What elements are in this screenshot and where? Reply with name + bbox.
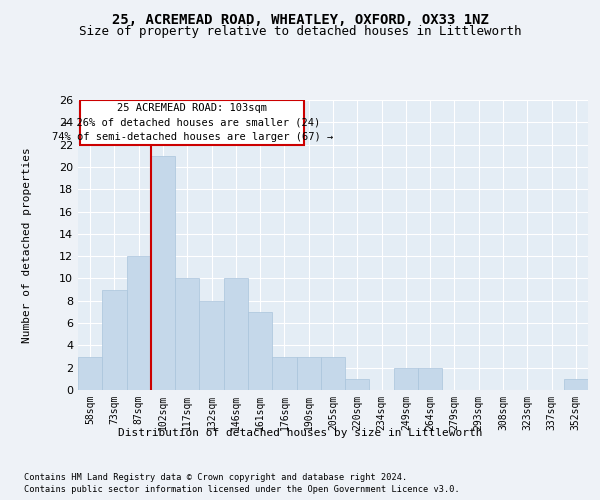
Text: Contains public sector information licensed under the Open Government Licence v3: Contains public sector information licen… — [24, 485, 460, 494]
Bar — [272, 356, 296, 390]
Y-axis label: Number of detached properties: Number of detached properties — [22, 147, 32, 343]
Bar — [175, 278, 199, 390]
Bar — [296, 356, 321, 390]
Bar — [345, 379, 370, 390]
Text: Contains HM Land Registry data © Crown copyright and database right 2024.: Contains HM Land Registry data © Crown c… — [24, 472, 407, 482]
Bar — [199, 301, 224, 390]
Text: 25, ACREMEAD ROAD, WHEATLEY, OXFORD, OX33 1NZ: 25, ACREMEAD ROAD, WHEATLEY, OXFORD, OX3… — [112, 12, 488, 26]
Text: 25 ACREMEAD ROAD: 103sqm
← 26% of detached houses are smaller (24)
74% of semi-d: 25 ACREMEAD ROAD: 103sqm ← 26% of detach… — [52, 102, 333, 142]
Bar — [78, 356, 102, 390]
Bar — [224, 278, 248, 390]
Bar — [394, 368, 418, 390]
Bar — [564, 379, 588, 390]
Bar — [102, 290, 127, 390]
Bar — [151, 156, 175, 390]
Bar — [321, 356, 345, 390]
Bar — [80, 100, 304, 144]
Bar — [127, 256, 151, 390]
Bar — [418, 368, 442, 390]
Bar — [248, 312, 272, 390]
Text: Distribution of detached houses by size in Littleworth: Distribution of detached houses by size … — [118, 428, 482, 438]
Text: Size of property relative to detached houses in Littleworth: Size of property relative to detached ho… — [79, 25, 521, 38]
